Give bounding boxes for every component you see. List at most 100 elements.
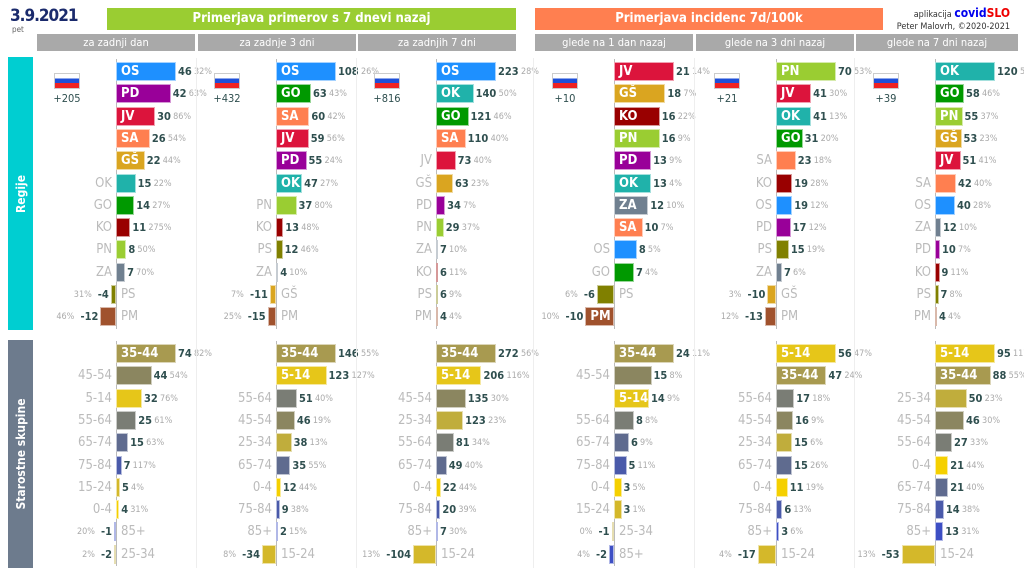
bar-percent: 11% (950, 267, 969, 278)
bar-label: PS (619, 287, 634, 302)
axis-line (116, 341, 117, 566)
bar-label: 45-54 (738, 412, 772, 428)
bar-percent: 44% (966, 460, 985, 471)
total-change: +432 (213, 92, 241, 105)
bar-percent: 20% (77, 527, 95, 538)
bar-percent: 40% (490, 133, 509, 144)
bar-label: 15-24 (78, 479, 112, 495)
bar-value: 51 (962, 154, 977, 168)
tab-3[interactable]: glede na 1 dan nazaj (535, 34, 693, 51)
bar-value: 6 (440, 265, 447, 279)
bar-value: 4 (939, 310, 946, 324)
bar-15-24 (262, 544, 276, 564)
bar-value: 13 (653, 154, 667, 168)
bar-PS (110, 285, 116, 304)
bar-value: 121 (470, 109, 492, 123)
tab-1[interactable]: za zadnje 3 dni (198, 34, 356, 51)
tab-0[interactable]: za zadnji dan (37, 34, 195, 51)
bar-percent: 40% (966, 482, 985, 493)
bar-percent: 56% (521, 349, 539, 359)
bar-percent: 19% (312, 415, 331, 426)
app-credit: aplikacija covidSLO (914, 6, 1010, 20)
bar-label: 65-74 (738, 457, 772, 473)
bar-label: PD (121, 86, 140, 102)
bar-label: 45-54 (78, 368, 112, 384)
bar-JV (436, 151, 456, 171)
bar-label: 25-34 (738, 435, 772, 451)
tab-4[interactable]: glede na 3 dni nazaj (696, 34, 854, 51)
bar-45-54 (935, 410, 965, 430)
bar-value: 70 (838, 65, 852, 78)
bar-value: 19 (794, 176, 809, 190)
bar-percent: 13% (309, 438, 328, 449)
bar-percent: 33% (970, 438, 989, 449)
bar-label: 35-44 (619, 346, 657, 361)
bar-label: ZA (755, 264, 772, 280)
bar-value: 8 (128, 243, 136, 257)
bar-percent: 24% (844, 367, 862, 386)
axis-line (276, 341, 277, 566)
bar-percent: 31% (73, 290, 92, 300)
bar-percent: 48% (301, 223, 320, 234)
bar-percent: 4% (669, 178, 682, 189)
column-separator (356, 58, 357, 568)
bar-label: 35-44 (441, 346, 479, 361)
sidebar-ages: Starostne skupine (8, 340, 33, 568)
bar-55-64 (935, 433, 953, 453)
tab-5[interactable]: glede na 7 dni nazaj (856, 34, 1018, 51)
bar-label: PS (257, 242, 272, 258)
tab-2[interactable]: za zadnjih 7 dni (358, 34, 516, 51)
bar-label: 0-4 (590, 479, 610, 495)
bar-label: 25-34 (238, 435, 272, 451)
slovenia-flag-icon (873, 73, 899, 89)
bar-percent: 30% (490, 393, 509, 404)
bar-label: OK (940, 64, 960, 79)
bar-label: 15-24 (940, 546, 974, 562)
bar-value: 47 (304, 176, 318, 190)
bar-value: 7 (940, 288, 948, 301)
bar-label: 0-4 (412, 479, 432, 495)
bar-label: 25-34 (398, 412, 432, 428)
bar-OS (935, 195, 955, 215)
bar-OS (276, 62, 336, 81)
bar-percent: 13% (857, 549, 876, 560)
bar-value: 12 (650, 198, 665, 212)
bar-percent: 40% (473, 156, 492, 167)
bar-percent: 50% (1020, 67, 1024, 77)
bar-0-4 (776, 477, 788, 497)
bar-value: 88 (992, 369, 1007, 383)
bar-PM (267, 307, 276, 327)
bar-0-4 (116, 500, 120, 520)
bar-KO (614, 106, 660, 126)
bar-OS (776, 195, 793, 215)
bar-percent: 28% (521, 67, 539, 77)
bar-75-84 (776, 500, 783, 520)
bar-label: 75-84 (398, 502, 432, 518)
bar-value: 63 (454, 176, 469, 190)
bar-label: GO (940, 86, 960, 102)
slovenia-flag-icon (54, 73, 80, 89)
bar-percent: 63% (146, 438, 165, 449)
bar-percent: 46% (982, 89, 1000, 100)
bar-label: OK (781, 108, 801, 124)
bar-65-74 (276, 455, 291, 475)
axis-line (614, 341, 615, 566)
bar-percent: 22% (677, 111, 696, 122)
app-logo: covidSLO (954, 6, 1010, 20)
bar-value: 46 (178, 65, 192, 78)
bar-percent: 40% (974, 178, 992, 189)
bar-value: 12 (943, 221, 957, 235)
bar-label: 5-14 (940, 346, 970, 361)
bar-label: GŠ (619, 86, 638, 102)
bar-label: OK (281, 175, 301, 191)
bar-label: ZA (255, 264, 272, 280)
bar-percent: 30% (982, 415, 1001, 426)
sidebar-ages-label: Starostne skupine (13, 398, 28, 510)
bar-value: 15 (794, 436, 808, 450)
bar-label: OS (121, 64, 140, 79)
bar-label: KO (255, 220, 272, 236)
bar-percent: 18% (812, 393, 831, 404)
bar-percent: 39% (458, 505, 477, 516)
bar-label: PS (417, 287, 432, 302)
bar-JV (116, 106, 156, 126)
